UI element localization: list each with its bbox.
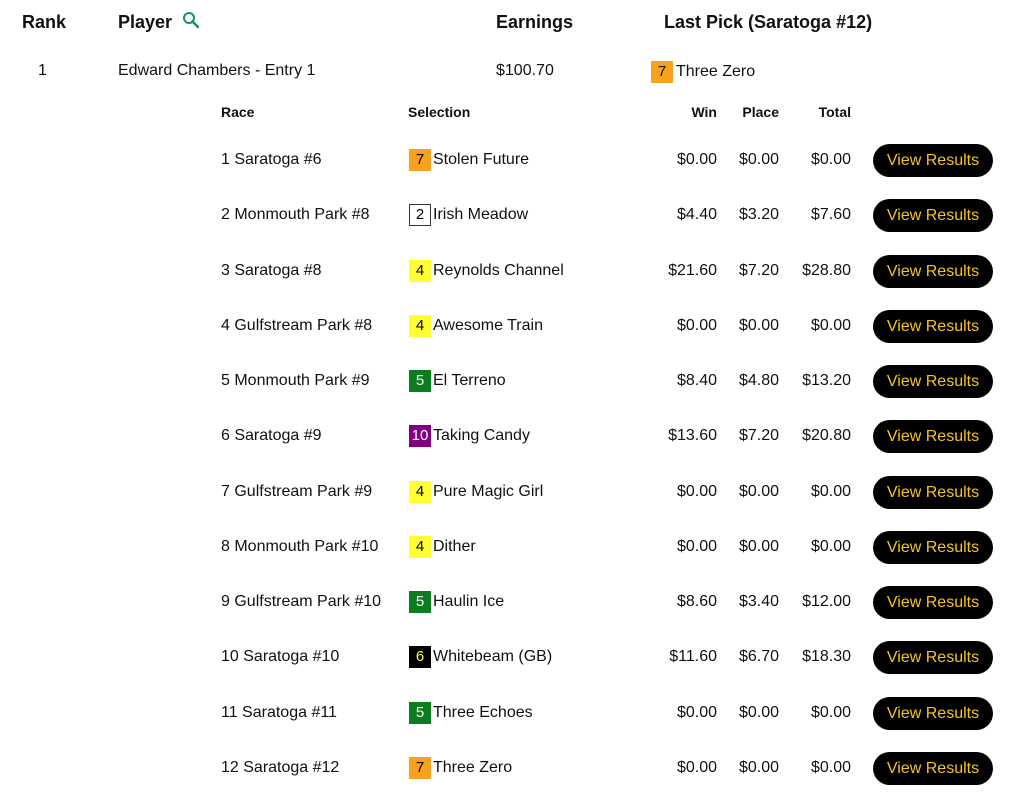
saddlecloth-number: 4 bbox=[409, 535, 431, 558]
saddlecloth-number: 5 bbox=[409, 370, 431, 392]
race-name: 9 Gulfstream Park #10 bbox=[221, 593, 382, 610]
entry-earnings: $100.70 bbox=[496, 62, 554, 79]
win-amount: $0.00 bbox=[676, 537, 717, 555]
view-results-button[interactable]: View Results bbox=[873, 530, 993, 564]
total-amount: $18.30 bbox=[802, 648, 851, 666]
saddlecloth-number: 4 bbox=[409, 259, 431, 282]
win-amount: $8.40 bbox=[676, 372, 717, 389]
earnings-header: Earnings bbox=[496, 12, 574, 32]
win-amount: $0.00 bbox=[676, 758, 717, 776]
horse-name: Stolen Future bbox=[433, 151, 530, 168]
place-amount: $6.70 bbox=[738, 648, 779, 666]
race-name: 4 Gulfstream Park #8 bbox=[221, 316, 373, 334]
horse-name: El Terreno bbox=[433, 372, 506, 389]
race-name: 6 Saratoga #9 bbox=[221, 427, 322, 445]
win-amount: $0.00 bbox=[676, 151, 717, 168]
search-icon[interactable] bbox=[182, 11, 200, 29]
race-name: 10 Saratoga #10 bbox=[221, 648, 340, 666]
win-amount: $0.00 bbox=[676, 316, 717, 334]
player-header: Player bbox=[118, 12, 173, 32]
total-amount: $0.00 bbox=[810, 482, 851, 500]
place-amount: $0.00 bbox=[738, 151, 779, 168]
win-col-header: Win bbox=[691, 104, 717, 120]
view-results-button[interactable]: View Results bbox=[873, 586, 993, 619]
saddlecloth-number: 2 bbox=[409, 204, 431, 227]
win-amount: $13.60 bbox=[668, 427, 717, 445]
race-name: 1 Saratoga #6 bbox=[221, 151, 322, 168]
horse-name: Awesome Train bbox=[433, 316, 543, 334]
saddlecloth-number: 5 bbox=[409, 701, 431, 724]
horse-name: Pure Magic Girl bbox=[433, 482, 544, 500]
place-amount: $4.80 bbox=[738, 372, 779, 389]
saddlecloth-number: 6 bbox=[409, 646, 431, 669]
entry-rank: 1 bbox=[38, 62, 47, 79]
place-amount: $0.00 bbox=[738, 316, 779, 334]
horse-name: Whitebeam (GB) bbox=[433, 648, 553, 666]
win-amount: $4.40 bbox=[676, 206, 717, 224]
saddlecloth-number: 7 bbox=[409, 756, 431, 779]
race-name: 12 Saratoga #12 bbox=[221, 758, 340, 776]
view-results-button[interactable]: View Results bbox=[873, 751, 993, 785]
horse-name: Haulin Ice bbox=[433, 593, 505, 610]
place-amount: $3.20 bbox=[738, 206, 779, 224]
view-results-button[interactable]: View Results bbox=[873, 641, 993, 675]
race-name: 8 Monmouth Park #10 bbox=[221, 537, 379, 555]
win-amount: $0.00 bbox=[676, 482, 717, 500]
view-results-button[interactable]: View Results bbox=[873, 309, 993, 343]
total-amount: $13.20 bbox=[802, 372, 851, 389]
view-results-button[interactable]: View Results bbox=[873, 420, 993, 454]
total-amount: $20.80 bbox=[802, 427, 851, 445]
place-amount: $7.20 bbox=[738, 427, 779, 445]
place-amount: $0.00 bbox=[738, 703, 779, 721]
place-amount: $0.00 bbox=[738, 758, 779, 776]
saddlecloth-number: 10 bbox=[409, 425, 431, 448]
win-amount: $11.60 bbox=[669, 648, 717, 666]
place-amount: $0.00 bbox=[738, 482, 779, 500]
total-amount: $0.00 bbox=[810, 758, 851, 776]
rank-header: Rank bbox=[22, 12, 67, 32]
race-name: 5 Monmouth Park #9 bbox=[221, 372, 370, 389]
win-amount: $0.00 bbox=[676, 703, 717, 721]
horse-name: Three Echoes bbox=[433, 703, 533, 721]
place-amount: $7.20 bbox=[738, 261, 779, 279]
view-results-button[interactable]: View Results bbox=[873, 144, 993, 177]
horse-name: Reynolds Channel bbox=[433, 261, 564, 279]
saddlecloth-number: 7 bbox=[409, 149, 431, 171]
place-amount: $3.40 bbox=[738, 593, 779, 610]
saddlecloth-number: 5 bbox=[409, 591, 431, 613]
total-amount: $0.00 bbox=[810, 316, 851, 334]
view-results-button[interactable]: View Results bbox=[873, 254, 993, 288]
total-amount: $0.00 bbox=[810, 703, 851, 721]
selection-col-header: Selection bbox=[408, 104, 471, 120]
win-amount: $8.60 bbox=[676, 593, 717, 610]
last-pick-header: Last Pick (Saratoga #12) bbox=[664, 12, 873, 32]
total-amount: $28.80 bbox=[802, 261, 851, 279]
last-pick-saddlecloth: 7 bbox=[651, 61, 673, 83]
view-results-button[interactable]: View Results bbox=[873, 199, 993, 233]
win-amount: $21.60 bbox=[668, 261, 717, 279]
total-amount: $0.00 bbox=[810, 151, 851, 168]
total-amount: $0.00 bbox=[810, 537, 851, 555]
race-name: 7 Gulfstream Park #9 bbox=[221, 482, 373, 500]
race-col-header: Race bbox=[221, 104, 255, 120]
total-amount: $7.60 bbox=[810, 206, 851, 224]
horse-name: Three Zero bbox=[433, 758, 513, 776]
race-name: 11 Saratoga #11 bbox=[221, 703, 337, 721]
race-name: 2 Monmouth Park #8 bbox=[221, 206, 370, 224]
total-col-header: Total bbox=[818, 104, 851, 120]
horse-name: Dither bbox=[433, 537, 476, 555]
total-amount: $12.00 bbox=[802, 593, 851, 610]
place-col-header: Place bbox=[742, 104, 779, 120]
view-results-button[interactable]: View Results bbox=[873, 475, 993, 509]
saddlecloth-number: 4 bbox=[409, 314, 431, 337]
saddlecloth-number: 4 bbox=[409, 480, 431, 503]
view-results-button[interactable]: View Results bbox=[873, 365, 993, 398]
horse-name: Irish Meadow bbox=[433, 206, 529, 224]
entry-player[interactable]: Edward Chambers - Entry 1 bbox=[118, 62, 316, 79]
view-results-button[interactable]: View Results bbox=[873, 696, 993, 730]
race-name: 3 Saratoga #8 bbox=[221, 261, 322, 279]
last-pick-horse: Three Zero bbox=[676, 63, 756, 80]
place-amount: $0.00 bbox=[738, 537, 779, 555]
horse-name: Taking Candy bbox=[433, 427, 530, 445]
